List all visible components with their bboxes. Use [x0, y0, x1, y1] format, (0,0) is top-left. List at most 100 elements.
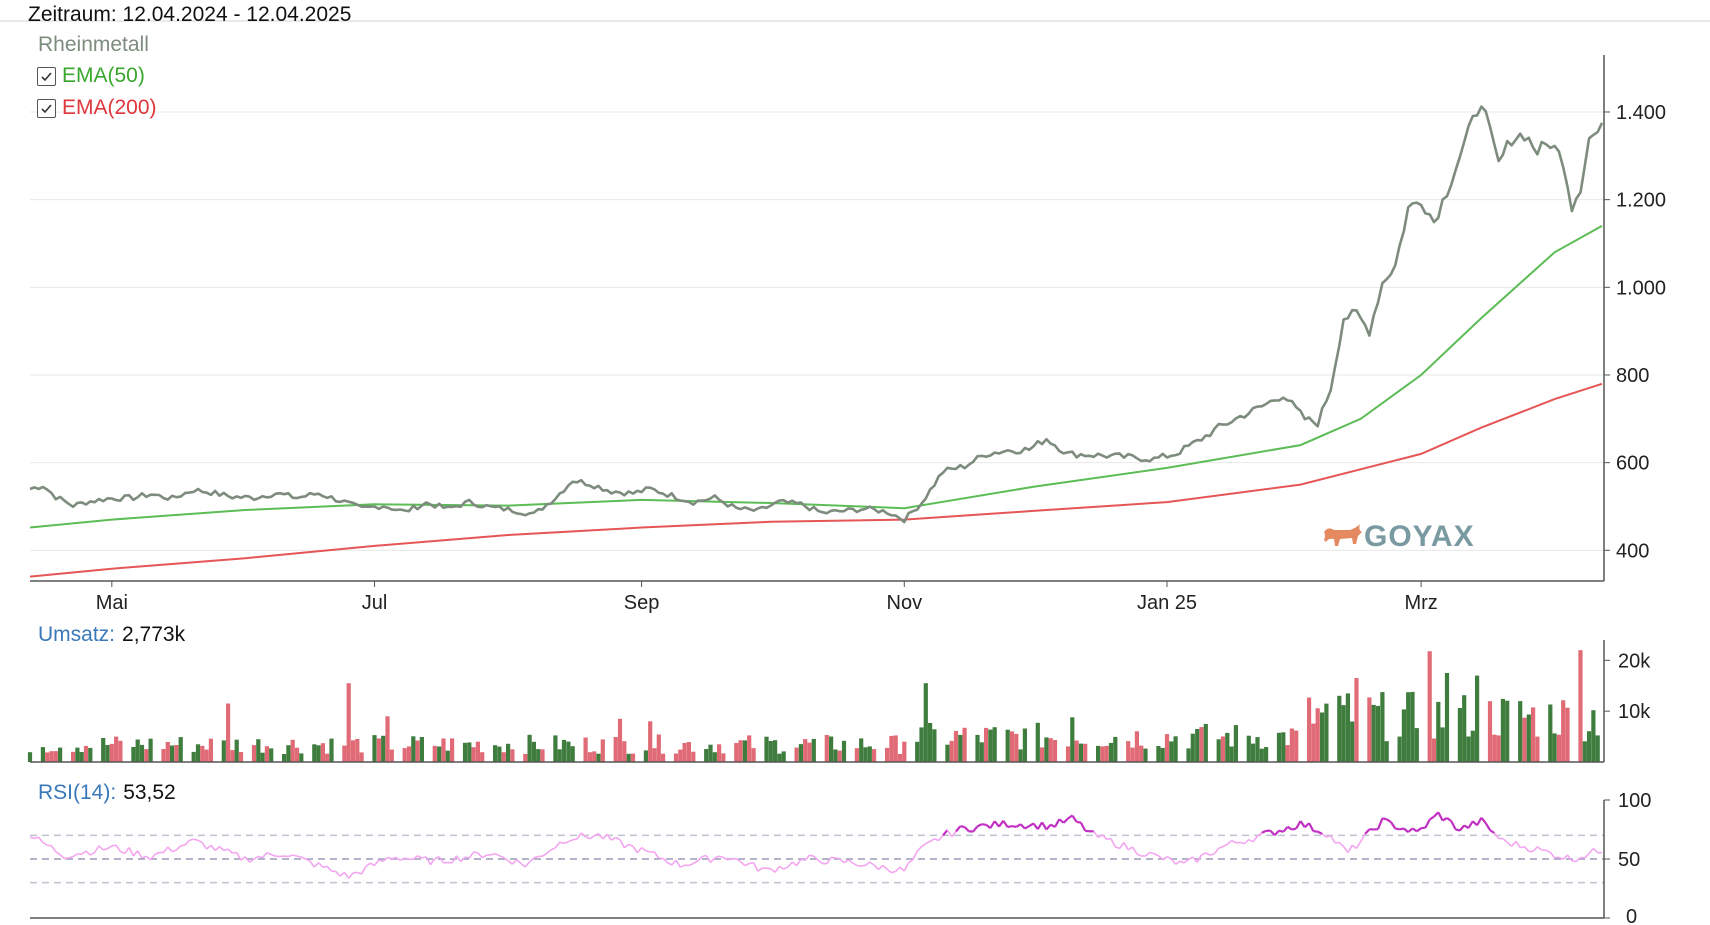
- rsi-segment: [1149, 851, 1155, 855]
- rsi-segment: [1041, 821, 1048, 831]
- rsi-segment: [1205, 852, 1211, 856]
- rsi-segment: [1282, 826, 1289, 833]
- volume-bar: [1143, 748, 1148, 762]
- volume-bar: [566, 741, 571, 762]
- volume-bar: [854, 748, 859, 762]
- volume-bar: [553, 735, 558, 762]
- volume-bar: [376, 738, 381, 762]
- price-grid: [0, 20, 1710, 551]
- volume-bar: [979, 742, 984, 762]
- volume-bar: [75, 747, 80, 762]
- volume-bar: [230, 750, 235, 762]
- rsi-segment: [697, 856, 703, 862]
- rsi-segment: [1252, 835, 1259, 843]
- rsi-segment: [1136, 853, 1142, 857]
- volume-bar: [867, 746, 872, 762]
- legend-ema50[interactable]: EMA(50): [37, 64, 145, 88]
- volume-bar: [992, 727, 997, 762]
- volume-bar: [226, 703, 231, 762]
- rsi-segment: [184, 839, 190, 846]
- rsi-segment: [804, 854, 811, 861]
- rsi-segment: [206, 844, 212, 850]
- rsi-segment: [1166, 855, 1172, 860]
- volume-bar: [462, 742, 468, 762]
- rsi-segment: [671, 859, 677, 866]
- volume-bar: [859, 738, 864, 762]
- volume-bar: [893, 735, 898, 762]
- volume-bar: [523, 753, 528, 762]
- rsi-segment: [1386, 818, 1392, 824]
- volume-bar: [648, 721, 653, 762]
- rsi-segment: [817, 859, 823, 865]
- rsi-segment: [1395, 827, 1400, 831]
- rsi-segment: [1562, 854, 1569, 860]
- bull-icon: [1324, 524, 1362, 546]
- rsi-segment: [382, 856, 389, 862]
- rsi-segment: [1028, 822, 1035, 828]
- volume-bar: [445, 750, 450, 762]
- volume-bar: [1276, 732, 1282, 762]
- rsi-segment: [1429, 815, 1435, 821]
- rsi-segment: [873, 864, 879, 871]
- volume-bar: [1440, 727, 1445, 762]
- rsi-segment: [1291, 827, 1297, 831]
- rsi-segment: [619, 839, 626, 849]
- volume-bar: [1044, 737, 1049, 762]
- rsi-segment: [951, 830, 957, 838]
- volume-bar: [480, 752, 485, 762]
- checkbox-icon[interactable]: [37, 66, 56, 86]
- rsi-segment: [102, 847, 108, 851]
- volume-bar: [260, 752, 265, 762]
- rsi-segment: [770, 868, 776, 873]
- legend-ema200[interactable]: EMA(200): [37, 96, 157, 120]
- rsi-tick-label: 50: [1618, 849, 1640, 871]
- rsi-segment: [373, 859, 380, 866]
- rsi-segment: [1588, 847, 1595, 854]
- volume-bar: [1225, 732, 1230, 762]
- volume-bar: [1595, 735, 1600, 762]
- rsi-segment: [1201, 852, 1207, 856]
- volume-bar: [415, 740, 420, 762]
- rsi-segment: [938, 834, 944, 842]
- rsi-axes: 0 50 100: [30, 790, 1651, 925]
- rsi-segment: [1308, 822, 1315, 832]
- rsi-segment: [835, 857, 840, 860]
- rsi-segment: [623, 843, 630, 849]
- rsi-segment: [232, 851, 237, 854]
- rsi-segment: [1455, 828, 1461, 832]
- rsi-segment: [425, 856, 432, 866]
- rsi-segment: [839, 858, 845, 864]
- rsi-segment: [628, 843, 634, 847]
- rsi-segment: [343, 871, 350, 879]
- rsi-segment: [175, 845, 182, 851]
- rsi-segment: [826, 856, 832, 865]
- volume-bar: [945, 744, 950, 762]
- rsi-segment: [1450, 820, 1457, 830]
- rsi-segment: [675, 859, 681, 868]
- rsi-segment: [1019, 823, 1026, 830]
- rsi-segment: [240, 856, 246, 861]
- volume-bar: [561, 739, 567, 762]
- volume-bar: [1561, 700, 1566, 762]
- volume-bar: [144, 749, 149, 762]
- rsi-segment: [955, 825, 962, 833]
- rsi-segment: [1076, 820, 1082, 824]
- volume-bar: [1505, 700, 1510, 762]
- volume-bar: [342, 745, 347, 762]
- rsi-segment: [473, 851, 479, 854]
- x-tick-label: Sep: [624, 592, 660, 614]
- rsi-segment: [916, 846, 923, 852]
- rsi-segment: [1437, 811, 1444, 822]
- rsi-segment: [1416, 827, 1422, 833]
- volume-bar: [58, 747, 63, 762]
- rsi-segment: [132, 850, 139, 857]
- checkbox-icon[interactable]: [37, 98, 56, 118]
- rsi-segment: [813, 855, 819, 861]
- rsi-segment: [744, 862, 750, 867]
- volume-bar: [497, 746, 502, 762]
- rsi-segment: [960, 825, 965, 829]
- rsi-segment: [214, 846, 221, 852]
- rsi-segment: [115, 844, 122, 853]
- volume-bar: [1410, 691, 1415, 762]
- rsi-segment: [400, 857, 406, 862]
